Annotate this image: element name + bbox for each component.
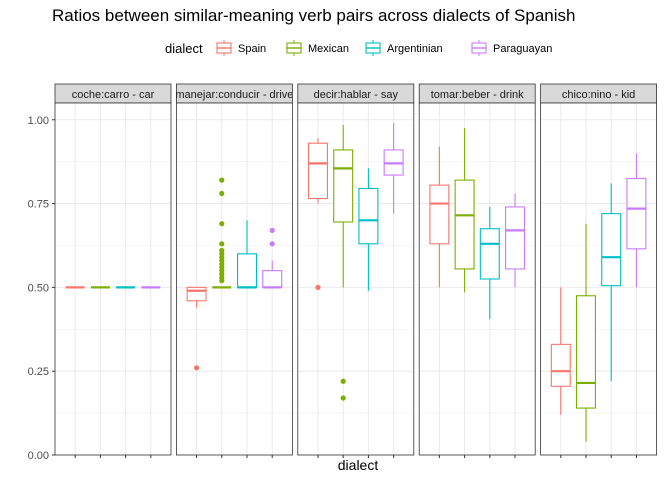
facet-panel: tomar:beber - drink (418, 83, 536, 458)
outlier-point (269, 227, 275, 233)
box-iqr (626, 177, 647, 250)
legend-label: Argentinian (387, 43, 443, 55)
box-spain (307, 138, 328, 290)
y-tick-label: 1.00 (28, 115, 49, 127)
y-tick-label: 0.00 (28, 450, 49, 462)
box-spain (550, 287, 571, 415)
box-iqr (550, 343, 571, 387)
panel-border (540, 102, 657, 456)
box-argentinian (237, 220, 258, 289)
box-argentinian (479, 206, 500, 320)
legend-label: Spain (238, 43, 266, 55)
outlier-point (219, 177, 225, 183)
panel-background (540, 103, 657, 455)
facet-strip-label: coche:carro - car (72, 89, 155, 101)
box-iqr (601, 213, 622, 287)
panel-border (418, 102, 536, 456)
box-iqr (454, 179, 475, 270)
outlier-point (340, 395, 346, 401)
box-iqr (262, 270, 283, 288)
box-mexican (212, 177, 232, 289)
box-iqr (307, 142, 328, 200)
box-paraguayan (626, 153, 647, 288)
box-argentinian (358, 168, 379, 291)
outlier-point (193, 365, 200, 371)
facet-strip-label: decir:hablar - say (314, 89, 399, 101)
facet-panel: chico:nino - kid (540, 83, 657, 458)
box-iqr (575, 295, 596, 409)
facet-strip-label: manejar:conducir - drive (175, 89, 293, 101)
facet-panel: coche:carro - car (54, 83, 172, 458)
panel-border (175, 102, 293, 456)
legend-label: Paraguayan (493, 43, 552, 55)
box-iqr (358, 187, 379, 245)
box-spain (429, 146, 450, 288)
facet-panels: coche:carro - car manejar:conducir - driv… (54, 83, 657, 458)
facet-strip-label: chico:nino - kid (562, 89, 635, 101)
outlier-point (219, 247, 225, 254)
box-paraguayan (262, 227, 283, 289)
box-iqr (333, 149, 354, 223)
box-iqr (237, 253, 258, 288)
box-mexican (454, 128, 475, 293)
outlier-point (315, 284, 321, 290)
box-iqr (505, 206, 526, 270)
legend-title: dialect (165, 41, 203, 56)
y-axis: 0.00 0.25 0.50 0.75 1.00 (28, 115, 55, 462)
outlier-point (219, 190, 225, 197)
chart-title: Ratios between similar-meaning verb pair… (52, 6, 575, 25)
box-iqr (479, 228, 500, 280)
box-mexican (333, 124, 354, 401)
facet-strip-label: tomar:beber - drink (431, 89, 524, 101)
x-axis-title: dialect (338, 457, 379, 473)
legend: dialect Spain Mexican Argentinian Paraguaya… (165, 40, 552, 56)
outlier-point (340, 378, 346, 384)
y-tick-label: 0.50 (28, 282, 49, 294)
box-mexican (575, 223, 596, 442)
facet-panel: manejar:conducir - drive (175, 83, 293, 458)
box-paraguayan (505, 193, 526, 288)
facet-panel: decir:hablar - say (297, 83, 415, 458)
panel-border (54, 102, 172, 456)
legend-label: Mexican (308, 43, 349, 55)
panel-background (55, 103, 171, 455)
box-paraguayan (383, 123, 404, 214)
box-iqr (429, 184, 450, 245)
panel-background (419, 103, 536, 455)
y-tick-label: 0.25 (28, 366, 49, 378)
outlier-point (219, 241, 225, 247)
box-spain (186, 286, 207, 371)
panel-border (297, 102, 415, 456)
box-argentinian (601, 183, 622, 382)
outlier-point (219, 221, 225, 227)
box-iqr (186, 286, 207, 302)
y-tick-label: 0.75 (28, 199, 49, 211)
outlier-point (269, 241, 275, 247)
